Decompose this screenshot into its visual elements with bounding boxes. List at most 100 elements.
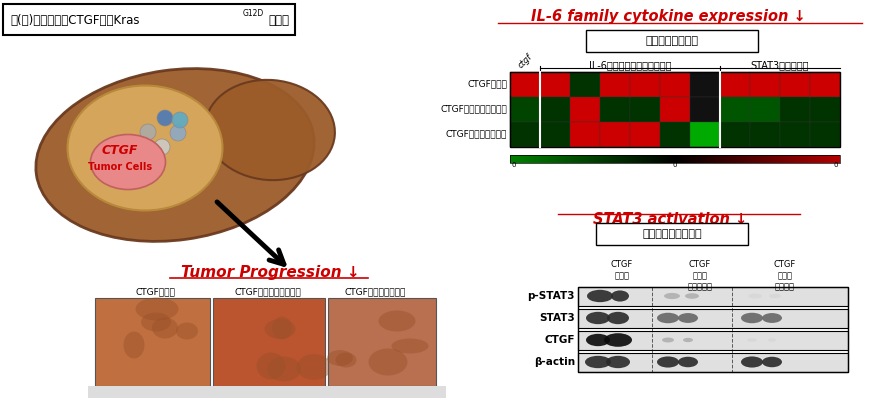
Bar <box>828 155 829 163</box>
Bar <box>600 72 629 97</box>
Bar <box>656 155 657 163</box>
Bar <box>540 155 541 163</box>
Bar <box>675 155 676 163</box>
Bar <box>764 155 765 163</box>
Bar <box>516 155 517 163</box>
Bar <box>520 155 521 163</box>
Bar <box>658 155 660 163</box>
Bar <box>711 155 713 163</box>
Bar <box>702 155 703 163</box>
Bar <box>637 155 638 163</box>
Bar <box>626 155 627 163</box>
Bar <box>569 155 570 163</box>
Bar <box>548 155 549 163</box>
Bar <box>509 155 839 163</box>
Text: CTGF: CTGF <box>544 335 574 345</box>
Bar <box>724 155 725 163</box>
Bar <box>754 155 755 163</box>
Bar <box>782 155 783 163</box>
Text: 0: 0 <box>512 162 516 168</box>
Ellipse shape <box>746 338 756 342</box>
Bar <box>697 155 698 163</box>
Text: 0: 0 <box>833 162 837 168</box>
Bar <box>816 155 817 163</box>
Bar <box>707 155 708 163</box>
Bar <box>708 155 709 163</box>
Bar <box>648 155 649 163</box>
Bar <box>813 155 814 163</box>
Bar <box>798 155 799 163</box>
Bar <box>701 155 702 163</box>
Bar <box>681 155 682 163</box>
Ellipse shape <box>205 80 335 180</box>
Bar <box>546 155 547 163</box>
Ellipse shape <box>327 350 353 366</box>
Ellipse shape <box>682 338 693 342</box>
Bar <box>551 155 553 163</box>
Bar <box>582 155 583 163</box>
Bar <box>736 155 737 163</box>
Bar <box>720 97 749 122</box>
Bar <box>684 155 686 163</box>
Text: G12D: G12D <box>242 10 264 18</box>
Bar <box>528 155 529 163</box>
Text: Tumor Progression ↓: Tumor Progression ↓ <box>181 265 359 279</box>
Bar <box>602 155 603 163</box>
Bar <box>688 155 689 163</box>
Bar <box>579 155 580 163</box>
Bar <box>740 155 741 163</box>
Bar <box>534 155 535 163</box>
Bar <box>826 155 827 163</box>
Text: CTGF欠損型（ホモ）: CTGF欠損型（ホモ） <box>344 287 405 297</box>
Bar <box>830 155 831 163</box>
Bar <box>775 155 776 163</box>
Bar <box>817 155 818 163</box>
Ellipse shape <box>677 357 697 367</box>
Bar <box>693 155 694 163</box>
Text: CTGF欠損型（ヘテロ）: CTGF欠損型（ヘテロ） <box>440 105 507 113</box>
Bar <box>815 155 816 163</box>
Bar <box>95 298 209 386</box>
Bar <box>716 155 717 163</box>
Bar <box>714 155 715 163</box>
Bar <box>743 155 744 163</box>
Ellipse shape <box>267 357 301 382</box>
Text: STAT3: STAT3 <box>539 313 574 323</box>
Bar <box>550 155 551 163</box>
Bar <box>633 155 634 163</box>
Bar <box>809 72 839 97</box>
Bar <box>512 155 513 163</box>
Ellipse shape <box>335 353 356 367</box>
Bar <box>749 72 779 97</box>
Bar <box>691 155 693 163</box>
Bar <box>788 155 789 163</box>
Bar <box>509 122 540 147</box>
Bar <box>636 155 637 163</box>
Bar <box>629 122 660 147</box>
Bar <box>524 155 526 163</box>
Ellipse shape <box>656 313 678 323</box>
Ellipse shape <box>176 322 198 339</box>
Bar <box>646 155 647 163</box>
Bar <box>779 97 809 122</box>
Bar <box>729 155 730 163</box>
Bar <box>575 155 576 163</box>
Text: 腫瘾部遣伝子発現: 腫瘾部遣伝子発現 <box>645 36 698 46</box>
Bar <box>616 155 617 163</box>
Bar <box>597 155 599 163</box>
Ellipse shape <box>761 357 781 367</box>
Bar <box>662 155 663 163</box>
Bar <box>725 155 726 163</box>
Bar <box>810 155 811 163</box>
Ellipse shape <box>684 293 698 299</box>
Bar <box>88 386 446 398</box>
Bar <box>669 155 670 163</box>
Bar <box>638 155 640 163</box>
Bar <box>564 155 566 163</box>
Bar <box>591 155 593 163</box>
Bar <box>720 155 721 163</box>
Bar <box>787 155 788 163</box>
Bar <box>529 155 530 163</box>
Ellipse shape <box>586 312 609 324</box>
Ellipse shape <box>36 68 314 242</box>
